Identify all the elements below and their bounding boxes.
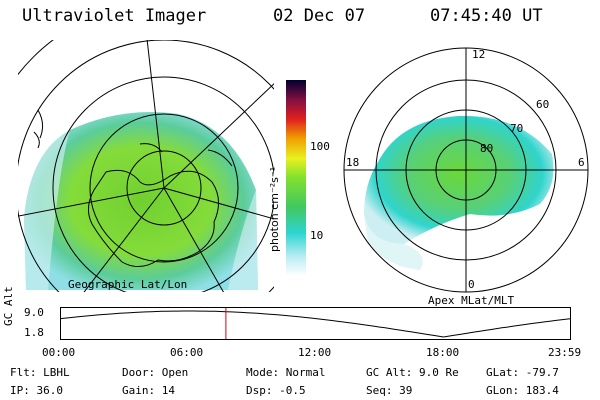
gain-value: Gain: 14: [122, 384, 175, 397]
mlat-label-60: 60: [536, 98, 549, 111]
lon-line: [83, 187, 165, 292]
seq-value: Seq: 39: [366, 384, 413, 397]
apex-image: 12 18 6 0 60 70 80: [343, 47, 589, 293]
coastline: [88, 169, 219, 267]
glon-value: GLon: 183.4: [486, 384, 559, 397]
altitude-ylabel: GC Alt: [2, 286, 15, 326]
time-tick-2: 12:00: [298, 346, 332, 359]
time-tick-3: 18:00: [426, 346, 460, 359]
colorbar: photon cm⁻²s⁻¹: [268, 80, 306, 276]
mode-value: Mode: Normal: [246, 366, 326, 379]
ip-value: IP: 36.0: [10, 384, 63, 397]
lon-line: [18, 187, 165, 217]
altitude-plot: [60, 307, 572, 340]
instrument-title: Ultraviolet Imager: [22, 6, 207, 26]
geographic-caption: Geographic Lat/Lon: [68, 278, 187, 291]
observation-date: 02 Dec 07: [273, 6, 366, 26]
lon-line: [163, 187, 225, 292]
altitude-ytick-low: 1.8: [24, 326, 44, 339]
altitude-ytick-high: 9.0: [24, 306, 44, 319]
colorbar-tick-100: 100: [310, 140, 330, 153]
time-tick-0: 00:00: [42, 346, 76, 359]
colorbar-unit-label: photon cm⁻²s⁻¹: [268, 167, 281, 252]
uv-emission-region: [24, 112, 258, 290]
mlat-label-70: 70: [510, 122, 523, 135]
lon-line: [146, 40, 165, 189]
altitude-curve: [60, 310, 572, 338]
lat-circle: [89, 113, 239, 263]
dsp-value: Dsp: -0.5: [246, 384, 306, 397]
mlt-label-18: 18: [346, 156, 359, 169]
mlt-label-6: 6: [578, 156, 585, 169]
observation-time: 07:45:40 UT: [430, 6, 543, 26]
mlt-label-0: 0: [468, 278, 475, 291]
uv-emission-region: [364, 115, 554, 245]
mlt-label-12: 12: [472, 48, 485, 61]
time-tick-1: 06:00: [170, 346, 204, 359]
gc-alt-value: GC Alt: 9.0 Re: [366, 366, 459, 379]
mlat-label-80: 80: [480, 142, 493, 155]
glat-value: GLat: -79.7: [486, 366, 559, 379]
lon-line: [163, 187, 274, 220]
colorbar-gradient: [286, 80, 306, 276]
geographic-image: Geographic Lat/Lon: [18, 40, 274, 292]
lat-circle: [126, 150, 202, 226]
apex-caption: Apex MLat/MLT: [428, 294, 515, 307]
door-value: Door: Open: [122, 366, 189, 379]
lon-line: [163, 83, 274, 189]
filter-value: Flt: LBHL: [10, 366, 70, 379]
colorbar-tick-10: 10: [310, 229, 324, 242]
time-tick-4: 23:59: [548, 346, 582, 359]
lat-circle: [52, 76, 274, 292]
